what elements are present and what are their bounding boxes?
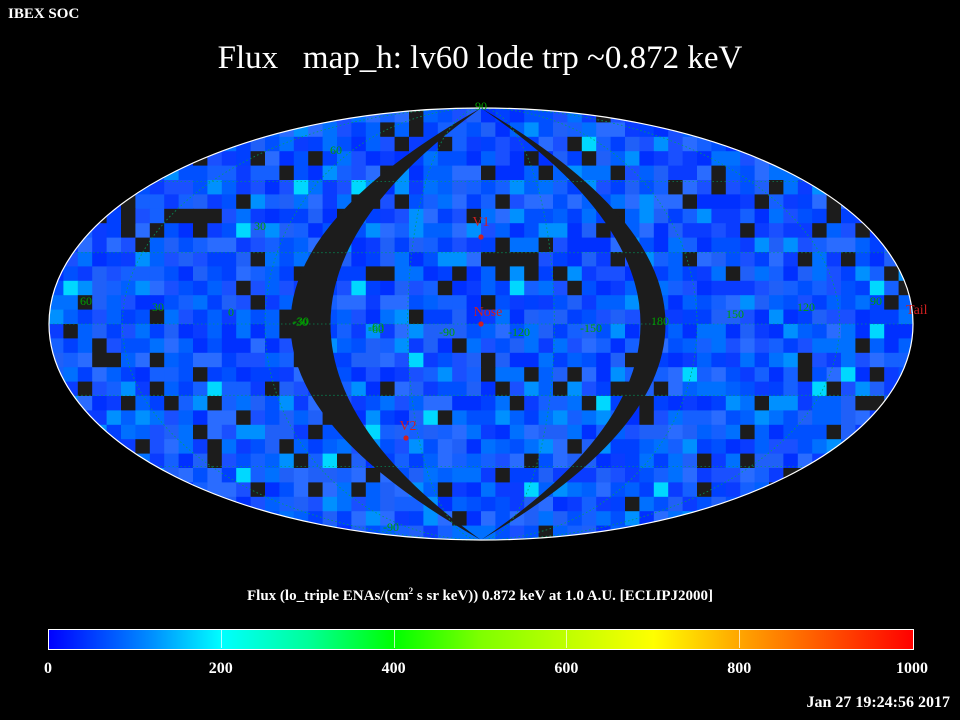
colorbar-tick-label: 800 (727, 660, 752, 677)
lon-label: -60 (368, 320, 384, 334)
colorbar-tick (393, 629, 395, 648)
lon-label: 150 (726, 307, 744, 321)
lon-label: 90 (870, 294, 882, 308)
colorbar-caption: Flux (lo_triple ENAs/(cm2 s sr keV)) 0.8… (0, 586, 960, 605)
lon-label: -90 (439, 325, 455, 339)
lon-label: -150 (580, 321, 602, 335)
map-outline (48, 107, 914, 541)
marker-dot-nose (478, 321, 484, 327)
marker-label-v2: V2 (399, 419, 416, 434)
colorbar-tick (739, 629, 741, 648)
tail-label: Tail (906, 303, 928, 318)
lon-label: -120 (508, 325, 530, 339)
caption-post: s sr keV)) 0.872 keV at 1.0 A.U. [ECLIPJ… (413, 588, 714, 604)
colorbar-tick (566, 629, 568, 648)
lon-label: 30 (152, 300, 164, 314)
map-title: Flux map_h: lv60 lode trp ~0.872 keV (217, 40, 743, 76)
lat-label: 60 (330, 143, 342, 157)
void-band-left (290, 108, 481, 540)
colorbar-tick-label: 400 (381, 660, 406, 677)
caption-pre: Flux (lo_triple ENAs/(cm (246, 588, 409, 604)
lon-label: -30 (293, 314, 309, 328)
lat-label: -30 (292, 315, 308, 329)
colorbar-tick-label: 200 (208, 660, 233, 677)
colorbar-tick-label: 1000 (896, 660, 928, 677)
marker-dot-v1 (478, 234, 484, 240)
marker-label-nose: Nose (474, 305, 503, 320)
caption-sup: 2 (408, 586, 414, 596)
marker-label-v1: V1 (472, 215, 489, 230)
colorbar-tick (220, 629, 222, 648)
lon-label: 60 (80, 294, 92, 308)
colorbar-tick-label: 600 (554, 660, 579, 677)
lat-label: -90 (383, 520, 399, 534)
void-band-right (481, 108, 666, 540)
org-label: IBEX SOC (8, 6, 80, 22)
lat-label: 30 (254, 219, 266, 233)
colorbar-tick-label: 0 (44, 660, 52, 677)
lon-label: 120 (797, 300, 815, 314)
lat-label: -60 (368, 322, 384, 336)
colorbar (48, 629, 914, 650)
marker-dot-v2 (403, 435, 409, 441)
timestamp: Jan 27 19:24:56 2017 (806, 694, 950, 711)
lat-label: 90 (475, 99, 487, 113)
lon-label: 180 (651, 314, 669, 328)
lon-label: 0 (228, 305, 234, 319)
